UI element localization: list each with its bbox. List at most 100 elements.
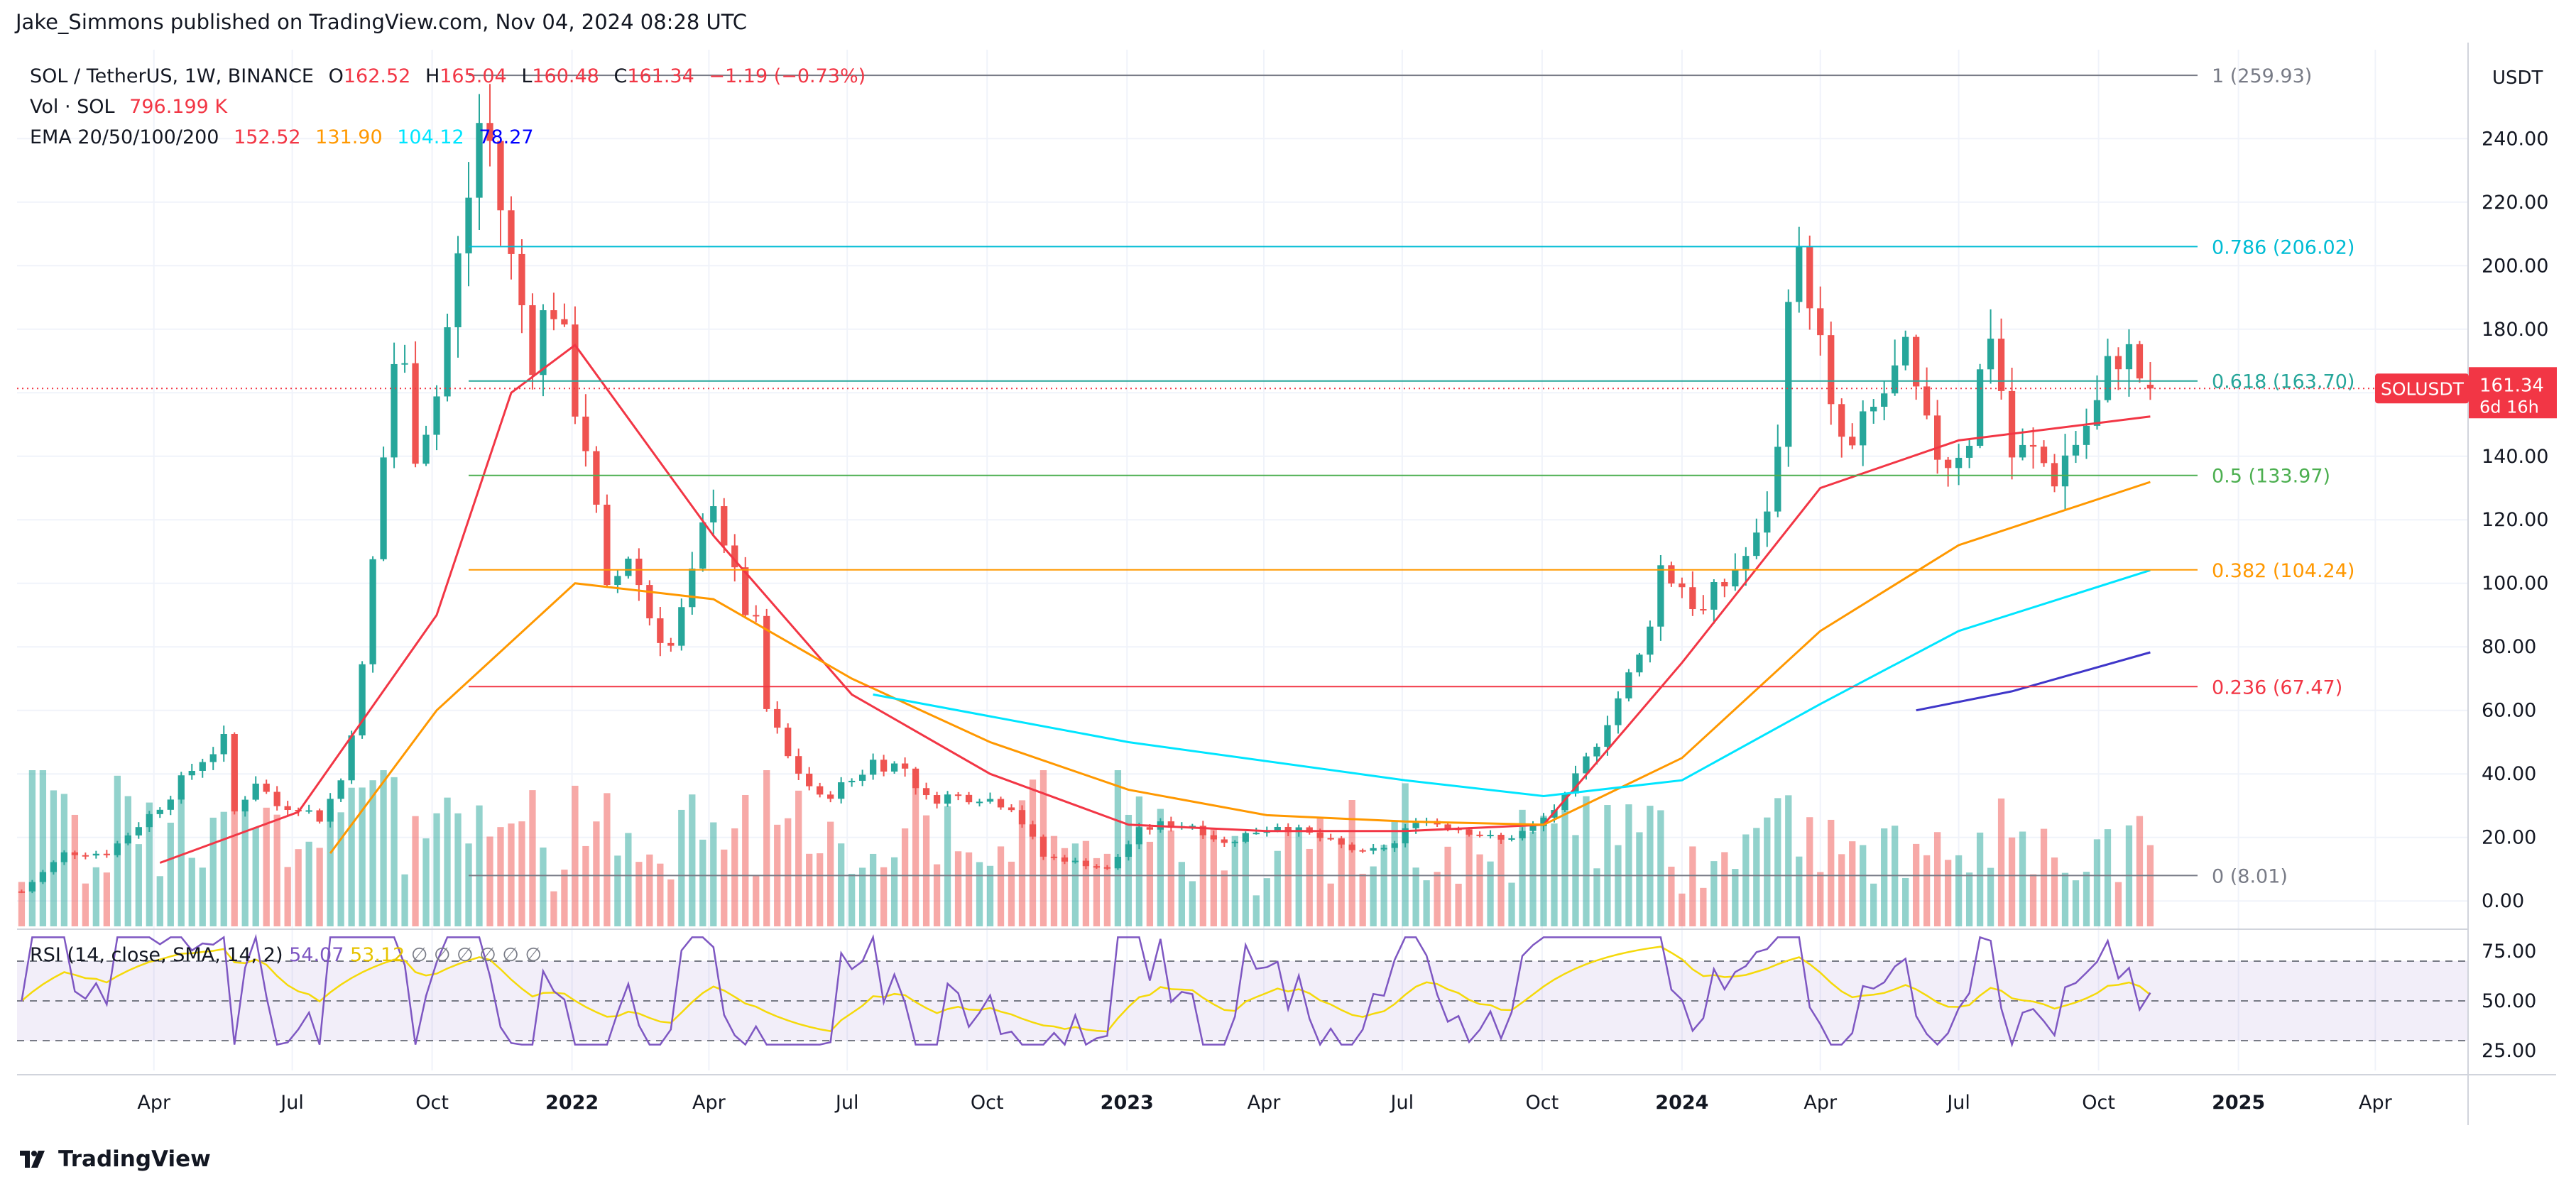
- candle-105: [1135, 827, 1143, 845]
- time-axis[interactable]: Apr Jul Oct 2022 Apr Jul Oct 2023 Apr Jul Oct 2024 A…: [137, 1092, 2392, 1114]
- candle-197: [2114, 356, 2122, 370]
- ema-line-3: [1916, 651, 2151, 712]
- candle-13: [156, 809, 163, 814]
- ema-lines: [159, 343, 2151, 864]
- candle-14: [167, 799, 174, 810]
- candle-7: [92, 853, 100, 856]
- volume-bar-137: [1476, 854, 1483, 926]
- volume-bar-172: [1849, 841, 1856, 926]
- axes: [17, 43, 2556, 1125]
- rsi-na-2: ∅: [457, 944, 474, 966]
- candle-169: [1817, 308, 1824, 336]
- volume-bar-140: [1508, 882, 1515, 926]
- candle-17: [199, 762, 206, 771]
- rsi-na-5: ∅: [525, 944, 542, 966]
- volume-label[interactable]: Vol · SOL: [30, 96, 115, 118]
- candle-48: [529, 305, 536, 376]
- candle-92: [997, 799, 1005, 808]
- candle-38: [422, 434, 430, 464]
- candle-9: [114, 843, 121, 855]
- volume-bar-84: [912, 775, 919, 926]
- volume-bar-58: [635, 862, 643, 926]
- candle-152: [1636, 654, 1643, 673]
- candle-0: [18, 891, 26, 893]
- volume-bar-67: [731, 828, 738, 926]
- fib-label-0: 1 (259.93): [2212, 65, 2312, 87]
- volume-bar-54: [593, 821, 600, 926]
- volume-bar-42: [465, 843, 472, 926]
- volume-bar-101: [1093, 857, 1101, 926]
- volume-bar-62: [678, 809, 685, 926]
- volume-bar-164: [1764, 817, 1771, 926]
- candle-134: [1444, 824, 1451, 829]
- x-tick-9: Jul: [1390, 1092, 1414, 1114]
- ema-line-2: [873, 569, 2151, 798]
- rsi-tick-2: 75.00: [2482, 941, 2536, 963]
- y-tick-4: 80.00: [2482, 636, 2536, 658]
- candle-171: [1838, 404, 1845, 437]
- candle-173: [1860, 411, 1867, 446]
- volume-bar-160: [1721, 852, 1728, 926]
- fib-label-4: 0.382 (104.24): [2212, 560, 2354, 582]
- open-label: O: [328, 65, 344, 87]
- ema-line-1: [329, 481, 2151, 854]
- ema-label[interactable]: EMA 20/50/100/200: [30, 126, 219, 148]
- rsi-line: [21, 933, 2151, 1048]
- x-tick-3: 2022: [545, 1092, 599, 1114]
- fib-label-3: 0.5 (133.97): [2212, 466, 2330, 488]
- x-tick-11: 2024: [1655, 1092, 1708, 1114]
- candle-153: [1647, 626, 1654, 655]
- volume-bar-53: [582, 845, 589, 926]
- volume-bar-189: [2029, 874, 2037, 926]
- y-tick-6: 120.00: [2482, 509, 2548, 531]
- high-value: 165.04: [440, 65, 507, 87]
- volume-bar-18: [209, 817, 217, 926]
- candle-86: [933, 795, 941, 804]
- candle-155: [1668, 565, 1675, 583]
- price-badge: [2469, 367, 2557, 419]
- candle-63: [689, 568, 696, 608]
- candle-18: [209, 754, 217, 762]
- candle-11: [135, 827, 142, 835]
- candle-110: [1189, 826, 1196, 828]
- volume-bar-150: [1615, 845, 1622, 926]
- candle-170: [1828, 335, 1835, 405]
- volume-bar-191: [2051, 857, 2058, 926]
- candle-99: [1071, 860, 1079, 862]
- candle-163: [1753, 532, 1760, 557]
- low-label: L: [521, 65, 533, 87]
- candle-34: [380, 457, 387, 559]
- volume-bar-156: [1679, 893, 1686, 926]
- volume-bar-41: [454, 813, 462, 926]
- close-label: C: [613, 65, 628, 87]
- volume-bar-66: [721, 849, 728, 926]
- rsi-label[interactable]: RSI (14, close, SMA, 14, 2): [30, 944, 283, 966]
- candle-42: [465, 197, 472, 253]
- candle-37: [412, 363, 419, 464]
- symbol-title[interactable]: SOL / TetherUS, 1W, BINANCE: [30, 65, 314, 87]
- volume-bar-45: [497, 827, 504, 926]
- volume-bar-80: [869, 853, 877, 926]
- y-tick-11: 220.00: [2482, 192, 2548, 214]
- volume-bar-38: [422, 838, 430, 926]
- y-tick-7: 140.00: [2482, 446, 2548, 468]
- candle-95: [1029, 824, 1037, 837]
- symbol-badge-text: SOLUSDT: [2381, 378, 2465, 399]
- volume-bar-2: [39, 770, 47, 926]
- candle-195: [2093, 400, 2101, 426]
- volume-bar-170: [1828, 819, 1835, 926]
- candle-43: [476, 123, 483, 198]
- candle-10: [124, 835, 131, 844]
- volume-bar-149: [1604, 805, 1611, 926]
- candle-80: [869, 760, 877, 775]
- volume-bar-102: [1103, 853, 1111, 926]
- x-tick-0: Apr: [137, 1092, 171, 1114]
- volume-bar-3: [50, 790, 58, 926]
- volume-bar-110: [1189, 881, 1196, 926]
- ema20-value: 152.52: [234, 126, 301, 148]
- volume-bar-19: [220, 811, 227, 926]
- tradingview-brand[interactable]: TradingView: [58, 1146, 211, 1172]
- candle-154: [1657, 565, 1664, 627]
- volume-bar-105: [1135, 796, 1143, 926]
